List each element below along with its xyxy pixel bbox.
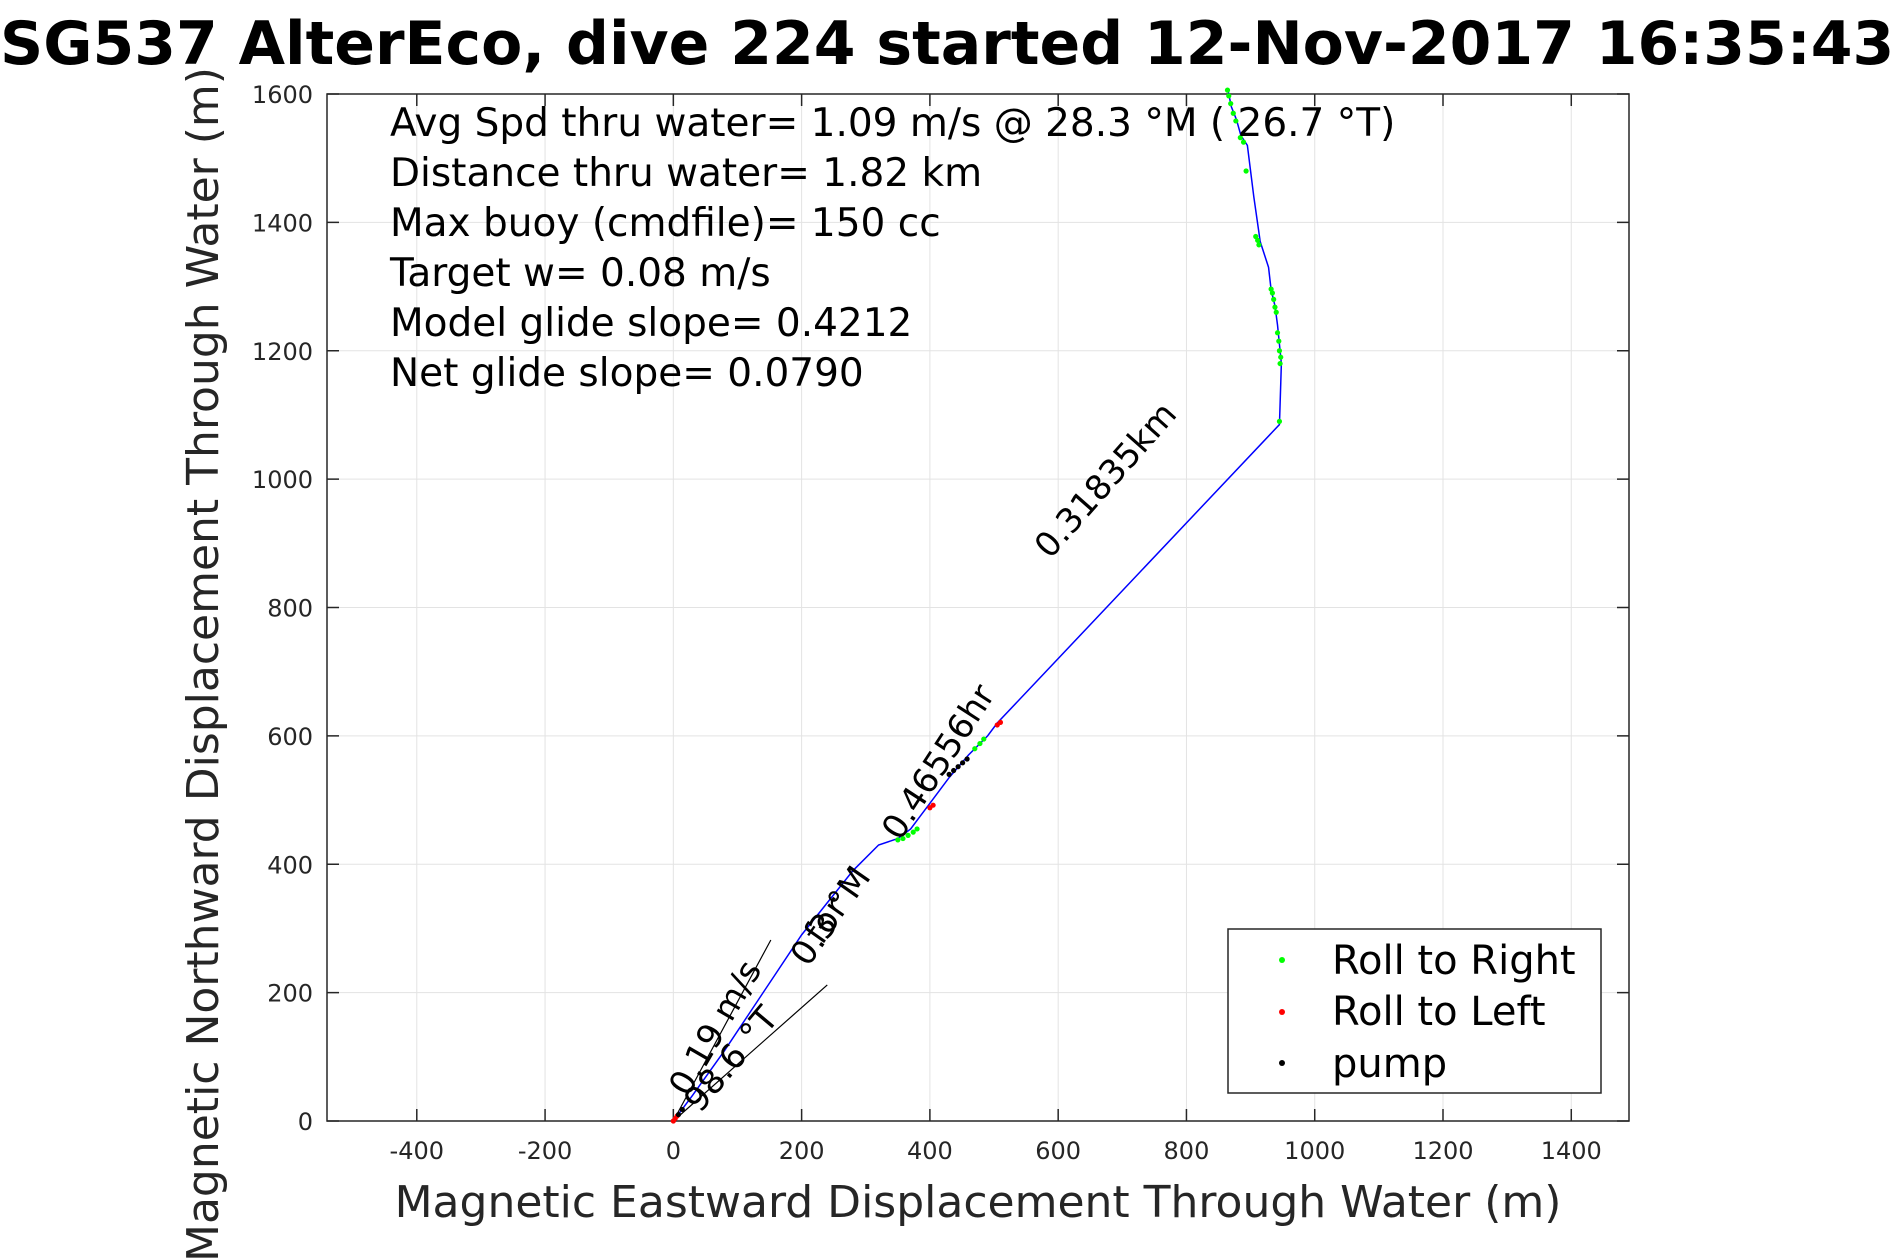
y-axis-ticks: 0 200 400 600 800 1000 1200 1400 1600 — [252, 81, 1629, 1136]
legend-box — [1227, 928, 1602, 1094]
point-roll-to-right — [1268, 286, 1274, 292]
point-roll-to-right — [1230, 110, 1236, 116]
x-tick-label: -200 — [518, 1137, 572, 1165]
legend-label-roll-right: Roll to Right — [1332, 938, 1576, 984]
y-tick-label: 200 — [267, 980, 313, 1008]
point-roll-to-right — [1233, 118, 1239, 124]
track-line — [672, 90, 1283, 1122]
legend-marker-roll-right — [1279, 957, 1285, 963]
point-roll-to-right — [895, 837, 901, 843]
point-pump — [679, 1106, 685, 1113]
annotation-distance: Distance thru water= 1.82 km — [390, 151, 982, 196]
legend-marker-roll-left — [1279, 1009, 1285, 1015]
x-tick-label: 400 — [907, 1137, 953, 1165]
x-tick-label: 1400 — [1541, 1137, 1602, 1165]
annotation-model-glide: Model glide slope= 0.4212 — [390, 301, 912, 346]
point-roll-to-left — [997, 719, 1004, 725]
point-roll-to-right — [1237, 135, 1243, 141]
point-roll-to-right — [1272, 304, 1278, 310]
point-roll-to-right — [1276, 418, 1283, 424]
y-tick-label: 1200 — [252, 338, 313, 366]
y-axis-label: Magnetic Northward Displacement Through … — [178, 67, 229, 1260]
point-roll-to-right — [1255, 237, 1261, 243]
x-tick-label: 600 — [1035, 1137, 1081, 1165]
heading-direction-line — [672, 939, 772, 1122]
point-pump — [960, 760, 966, 766]
annotation-block: Avg Spd thru water= 1.09 m/s @ 28.3 °M (… — [389, 101, 1395, 396]
x-tick-label: -400 — [390, 1137, 444, 1165]
point-roll-to-right — [1276, 348, 1283, 354]
point-roll-to-right — [900, 835, 906, 842]
x-tick-label: 1000 — [1284, 1137, 1345, 1165]
point-roll-to-right — [1256, 242, 1262, 248]
point-pump — [946, 771, 952, 777]
annotation-target-w: Target w= 0.08 m/s — [389, 251, 771, 296]
point-pump — [675, 1111, 682, 1118]
point-roll-to-right — [1276, 338, 1282, 344]
heading-direction-line — [672, 984, 828, 1122]
y-tick-label: 0 — [298, 1108, 313, 1136]
y-tick-label: 1400 — [252, 209, 313, 237]
annotation-max-buoy: Max buoy (cmdfile)= 150 cc — [390, 201, 941, 246]
y-tick-label: 400 — [267, 851, 313, 879]
legend: Roll to Right Roll to Left pump — [1227, 928, 1602, 1094]
point-roll-to-right — [1243, 168, 1249, 174]
x-tick-label: 0 — [666, 1137, 681, 1165]
x-tick-label: 200 — [779, 1137, 825, 1165]
point-roll-to-right — [977, 740, 983, 747]
plot-frame — [326, 93, 1630, 1122]
direction-lines — [672, 939, 828, 1122]
data-points — [670, 87, 1284, 1124]
point-pump — [951, 767, 957, 774]
point-roll-to-right — [1273, 309, 1279, 315]
annotation-avg-speed: Avg Spd thru water= 1.09 m/s @ 28.3 °M (… — [390, 101, 1395, 146]
legend-marker-pump — [1279, 1060, 1285, 1066]
chart-title: SG537 AlterEco, dive 224 started 12-Nov-… — [0, 9, 1890, 79]
legend-label-roll-left: Roll to Left — [1332, 989, 1546, 1035]
point-roll-to-right — [914, 826, 920, 832]
point-roll-to-right — [1226, 93, 1232, 99]
x-tick-label: 800 — [1164, 1137, 1210, 1165]
point-roll-to-left — [930, 802, 936, 808]
point-roll-to-right — [972, 746, 978, 752]
y-tick-label: 600 — [267, 723, 313, 751]
x-axis-label: Magnetic Eastward Displacement Through W… — [395, 1177, 1562, 1228]
point-roll-to-right — [1274, 330, 1281, 336]
annotation-net-glide: Net glide slope= 0.0790 — [390, 351, 864, 396]
point-roll-to-right — [981, 736, 987, 742]
point-roll-to-right — [1253, 233, 1259, 240]
x-axis-ticks: -400 -200 0 200 400 600 800 1000 1200 1400 — [390, 94, 1602, 1165]
point-roll-to-right — [1240, 139, 1247, 145]
point-pump — [955, 764, 961, 770]
y-tick-label: 1000 — [252, 466, 313, 494]
point-roll-to-right — [1277, 360, 1283, 367]
point-roll-to-right — [1228, 101, 1234, 107]
point-roll-to-right — [910, 829, 916, 835]
x-tick-label: 1200 — [1412, 1137, 1473, 1165]
point-roll-to-right — [1278, 354, 1284, 360]
legend-label-pump: pump — [1332, 1041, 1447, 1087]
point-roll-to-right — [905, 832, 911, 838]
point-roll-to-right — [1224, 87, 1231, 93]
point-pump — [964, 756, 970, 762]
y-tick-label: 1600 — [252, 81, 313, 109]
point-roll-to-right — [1271, 296, 1277, 302]
y-tick-label: 800 — [267, 595, 313, 623]
